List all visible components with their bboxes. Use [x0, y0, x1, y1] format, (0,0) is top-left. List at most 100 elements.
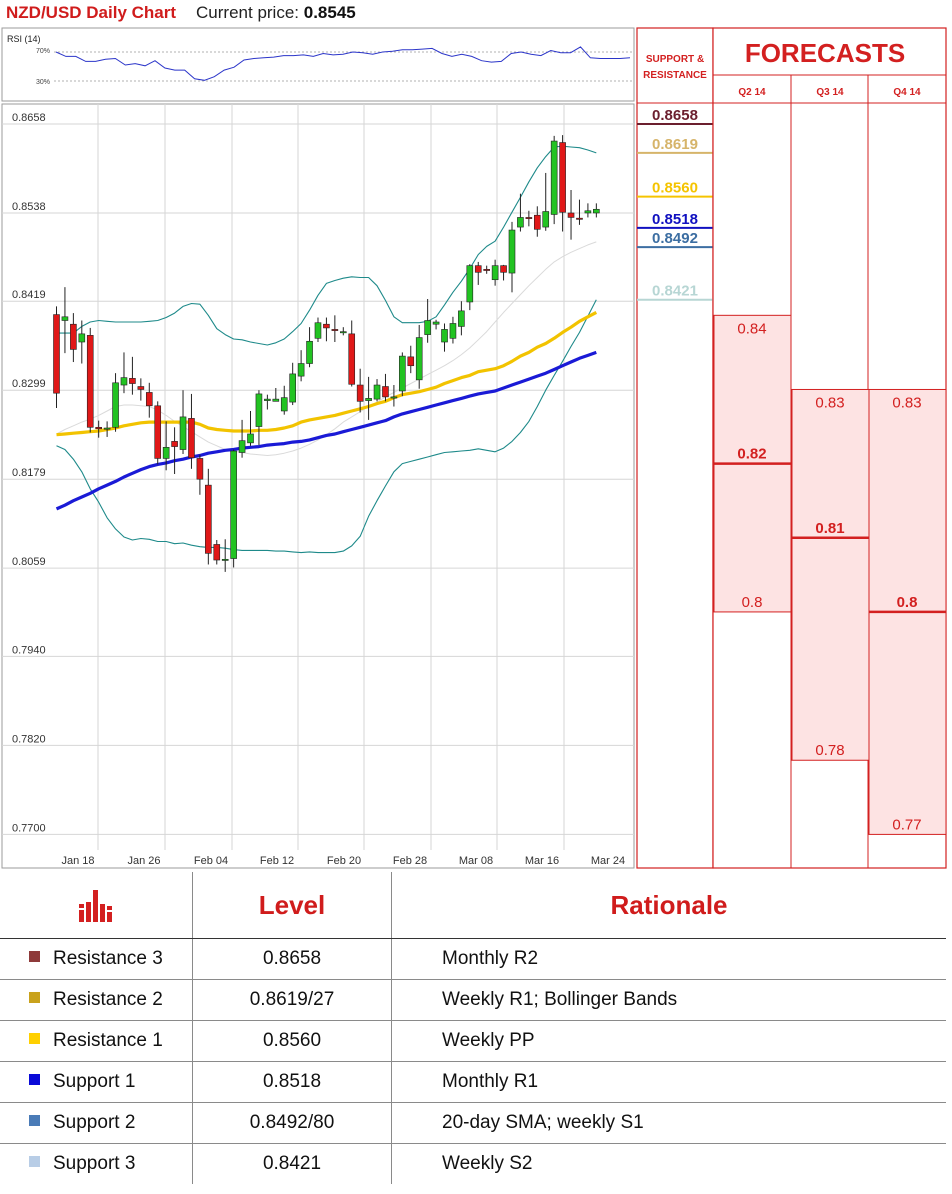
candle-body-up — [247, 433, 254, 444]
candle — [593, 203, 600, 218]
candle-body-down — [483, 269, 490, 271]
candle-body-down — [356, 384, 364, 402]
level-rationale: Monthly R2 — [391, 938, 946, 980]
candle — [280, 385, 288, 415]
candle — [154, 401, 162, 465]
candle-body-up — [112, 382, 119, 428]
sr-level-label: 0.8421 — [652, 283, 698, 300]
level-color-swatch — [29, 992, 40, 1004]
candle — [112, 373, 119, 432]
sr-level-label: 0.8560 — [652, 180, 698, 197]
candle — [415, 324, 423, 389]
candle — [221, 539, 229, 572]
candle — [491, 259, 499, 286]
candle — [137, 378, 145, 401]
rsi-line — [55, 46, 631, 81]
level-rationale: Monthly R1 — [391, 1061, 946, 1103]
level-rationale: Weekly R1; Bollinger Bands — [391, 979, 946, 1021]
candle — [230, 449, 237, 568]
forecast-high-label: 0.83 — [892, 394, 921, 411]
x-tick-label: Mar 08 — [459, 855, 493, 867]
forecast-quarter-label: Q3 14 — [816, 87, 844, 98]
candle — [407, 345, 415, 374]
levels-table-row: Resistance 3 0.8658 Monthly R2 — [0, 938, 946, 980]
candle-body-down — [86, 335, 94, 428]
bollinger-upper-line — [56, 145, 597, 346]
candle — [466, 264, 474, 311]
current-price-label: Current price: — [196, 3, 300, 22]
candle — [188, 393, 195, 469]
candle-body-up — [517, 217, 524, 228]
candle — [247, 410, 254, 446]
candle-body-down — [53, 314, 60, 394]
bollinger-lower-line — [56, 299, 597, 554]
sr-header-line2: RESISTANCE — [643, 70, 707, 81]
current-price-value: 0.8545 — [303, 3, 356, 22]
level-name: Support 1 — [53, 1071, 136, 1092]
candle — [382, 373, 389, 402]
x-tick-label: Jan 26 — [127, 855, 160, 867]
candle-body-down — [407, 356, 415, 367]
candle — [576, 199, 583, 225]
forecast-low-label: 0.77 — [892, 816, 921, 833]
y-axis: 0.8658 0.8538 0.8419 0.8299 0.8179 0.8059 0.79… — [12, 112, 46, 834]
candle — [205, 468, 212, 565]
candle — [162, 421, 170, 471]
candle-body-down — [533, 214, 541, 230]
candle-body-down — [145, 392, 153, 407]
level-name-cell: Resistance 3 — [0, 938, 193, 980]
candle-body-down — [188, 418, 195, 458]
candle — [365, 376, 372, 420]
candle — [289, 362, 296, 406]
candle-body-up — [238, 440, 246, 453]
candle-body-down — [525, 217, 533, 219]
level-name: Support 3 — [53, 1153, 136, 1174]
candle — [458, 301, 465, 336]
y-tick-label: 0.7940 — [12, 644, 46, 656]
candle — [103, 421, 111, 437]
candle — [70, 313, 77, 363]
candle — [53, 306, 60, 409]
x-tick-label: Feb 04 — [194, 855, 228, 867]
candle — [331, 315, 339, 343]
y-tick-label: 0.8179 — [12, 467, 46, 479]
rationale-column-header: Rationale — [391, 872, 946, 939]
chart-grid — [2, 104, 634, 850]
candle — [129, 356, 136, 395]
forecast-quarter-label: Q4 14 — [893, 87, 921, 98]
candle-body-up — [466, 265, 474, 303]
level-name-cell: Support 1 — [0, 1061, 193, 1103]
levels-table-header: Level Rationale — [0, 872, 946, 939]
candle-body-up — [415, 337, 423, 381]
level-column-header: Level — [192, 872, 392, 939]
candle — [264, 394, 271, 410]
candle-body-down — [205, 484, 212, 554]
candle — [145, 382, 153, 418]
forecasts-title: FORECASTS — [745, 38, 905, 68]
level-value: 0.8518 — [192, 1061, 392, 1103]
candle-body-down — [95, 426, 102, 430]
y-tick-label: 0.8059 — [12, 556, 46, 568]
candle-body-up — [255, 393, 263, 427]
level-name-cell: Resistance 2 — [0, 979, 193, 1021]
candle-body-up — [120, 377, 128, 386]
chart-title: NZD/USD Daily Chart — [6, 3, 177, 22]
sr-level-label: 0.8492 — [652, 230, 698, 247]
candle-body-down — [500, 265, 507, 273]
candle-body-up — [179, 416, 187, 450]
candle — [356, 368, 364, 413]
candle-body-up — [424, 320, 431, 335]
candle — [399, 352, 406, 397]
candle — [314, 317, 322, 343]
y-tick-label: 0.8299 — [12, 378, 46, 390]
candle-body-up — [542, 211, 550, 228]
candle-body-up — [373, 384, 381, 400]
level-value: 0.8492/80 — [192, 1102, 392, 1144]
forecast-low-label: 0.78 — [815, 742, 844, 759]
chart-header: NZD/USD Daily Chart Current price: 0.8545 — [6, 2, 356, 24]
level-name: Resistance 3 — [53, 948, 163, 969]
level-rationale: Weekly S2 — [442, 1153, 533, 1174]
candle-body-up — [491, 265, 499, 281]
levels-table-row: Resistance 1 0.8560 Weekly PP — [0, 1020, 946, 1062]
rsi-label: RSI (14) — [7, 34, 41, 44]
